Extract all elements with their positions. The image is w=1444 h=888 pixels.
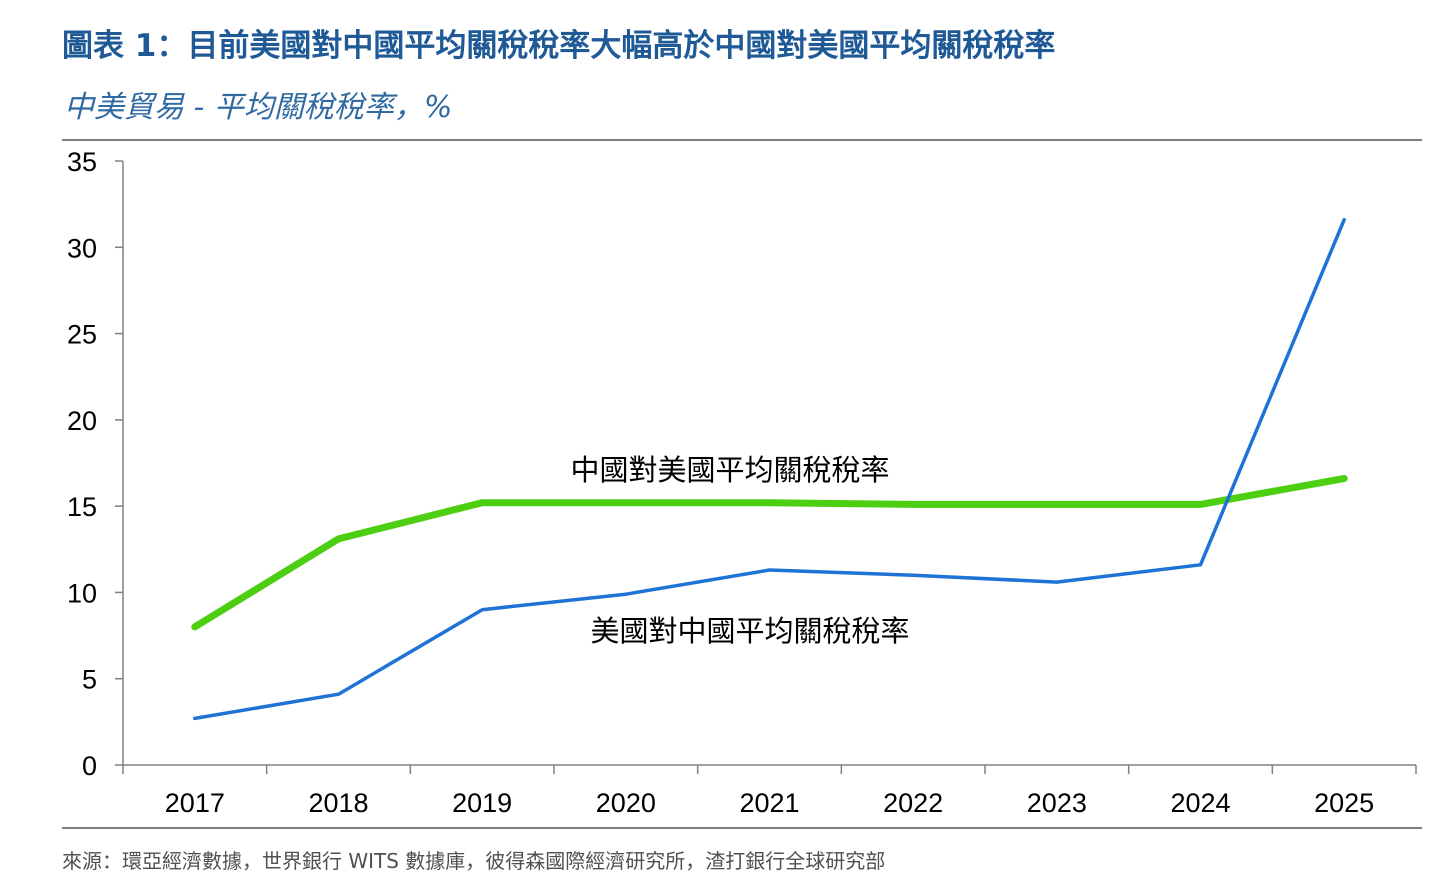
- y-tick-label: 20: [67, 406, 97, 436]
- x-tick-label: 2022: [883, 788, 943, 818]
- series-label-1: 中國對美國平均關稅稅率: [570, 454, 889, 487]
- y-tick-label: 35: [67, 147, 97, 177]
- top-divider: [62, 139, 1422, 141]
- x-tick-label: 2020: [596, 788, 656, 818]
- series-line-1: [191, 475, 1348, 631]
- chart-subtitle: 中美貿易 - 平均關稅稅率，%: [64, 90, 453, 125]
- x-tick-label: 2018: [308, 788, 368, 818]
- y-tick-label: 30: [67, 233, 97, 263]
- bottom-divider: [62, 827, 1422, 829]
- x-tick-label: 2024: [1170, 788, 1230, 818]
- series-line-2: [193, 217, 1346, 721]
- chart-title: 圖表 1：目前美國對中國平均關稅稅率大幅高於中國對美國平均關稅稅率: [62, 28, 1056, 64]
- y-tick-label: 0: [82, 751, 97, 781]
- y-tick-label: 5: [82, 665, 97, 695]
- x-tick-label: 2025: [1314, 788, 1374, 818]
- source-note: 來源：環亞經濟數據，世界銀行 WITS 數據庫，彼得森國際經濟研究所，渣打銀行全…: [62, 849, 886, 873]
- y-tick-label: 15: [67, 492, 97, 522]
- x-tick-label: 2023: [1027, 788, 1087, 818]
- x-tick-label: 2021: [739, 788, 799, 818]
- x-tick-label: 2017: [165, 788, 225, 818]
- series-label-2: 美國對中國平均關稅稅率: [590, 615, 909, 648]
- y-tick-label: 10: [67, 578, 97, 608]
- y-tick-label: 25: [67, 320, 97, 350]
- x-tick-label: 2019: [452, 788, 512, 818]
